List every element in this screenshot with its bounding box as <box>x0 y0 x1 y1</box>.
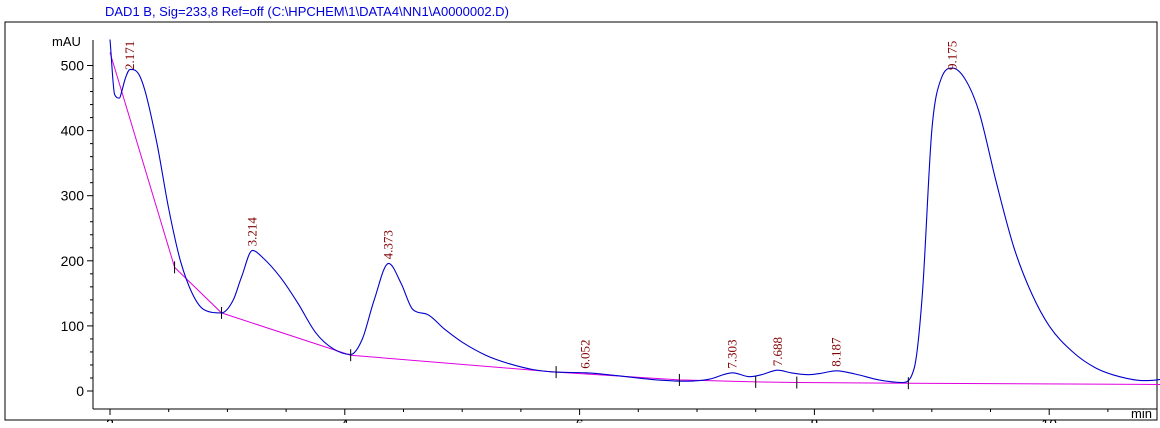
signal-trace <box>109 39 1160 384</box>
baseline-line <box>109 52 1160 385</box>
plot-frame <box>4 21 1158 421</box>
x-tick-label: 6 <box>576 416 584 423</box>
peak-label: 3.214 <box>245 217 260 247</box>
y-tick-label: 0 <box>76 383 84 399</box>
signal-layer <box>109 39 1160 384</box>
peak-label: 2.171 <box>122 41 137 70</box>
y-tick-label: 100 <box>61 318 85 334</box>
peak-label: 4.373 <box>381 230 396 259</box>
x-tick-label: 4 <box>341 416 349 423</box>
peak-label: 7.303 <box>725 340 740 369</box>
chart-title: DAD1 B, Sig=233,8 Ref=off (C:\HPCHEM\1\D… <box>105 4 509 19</box>
y-tick-label: 200 <box>61 253 85 269</box>
peak-label: 6.052 <box>578 340 593 369</box>
x-tick-label: 2 <box>106 416 114 423</box>
peak-labels-layer: 2.171 3.214 4.373 6.052 7.303 7.688 8.187 9.175… <box>122 41 959 369</box>
peak-label: 8.187 <box>828 337 843 367</box>
peak-label: 7.688 <box>770 337 785 366</box>
y-tick-label: 300 <box>61 188 85 204</box>
y-tick-label: 400 <box>61 123 85 139</box>
peak-label: 9.175 <box>944 41 959 70</box>
baseline-layer <box>109 52 1160 385</box>
axes-layer: 010020030040050024681012141618 <box>61 40 1157 428</box>
y-tick-label: 500 <box>61 58 85 74</box>
x-tick-label: 8 <box>811 416 819 423</box>
integration-marks-layer <box>174 261 909 390</box>
y-axis-label: mAU <box>52 34 81 49</box>
x-tick-label: 10 <box>1041 416 1057 423</box>
x-axis-label: min <box>1131 406 1152 421</box>
